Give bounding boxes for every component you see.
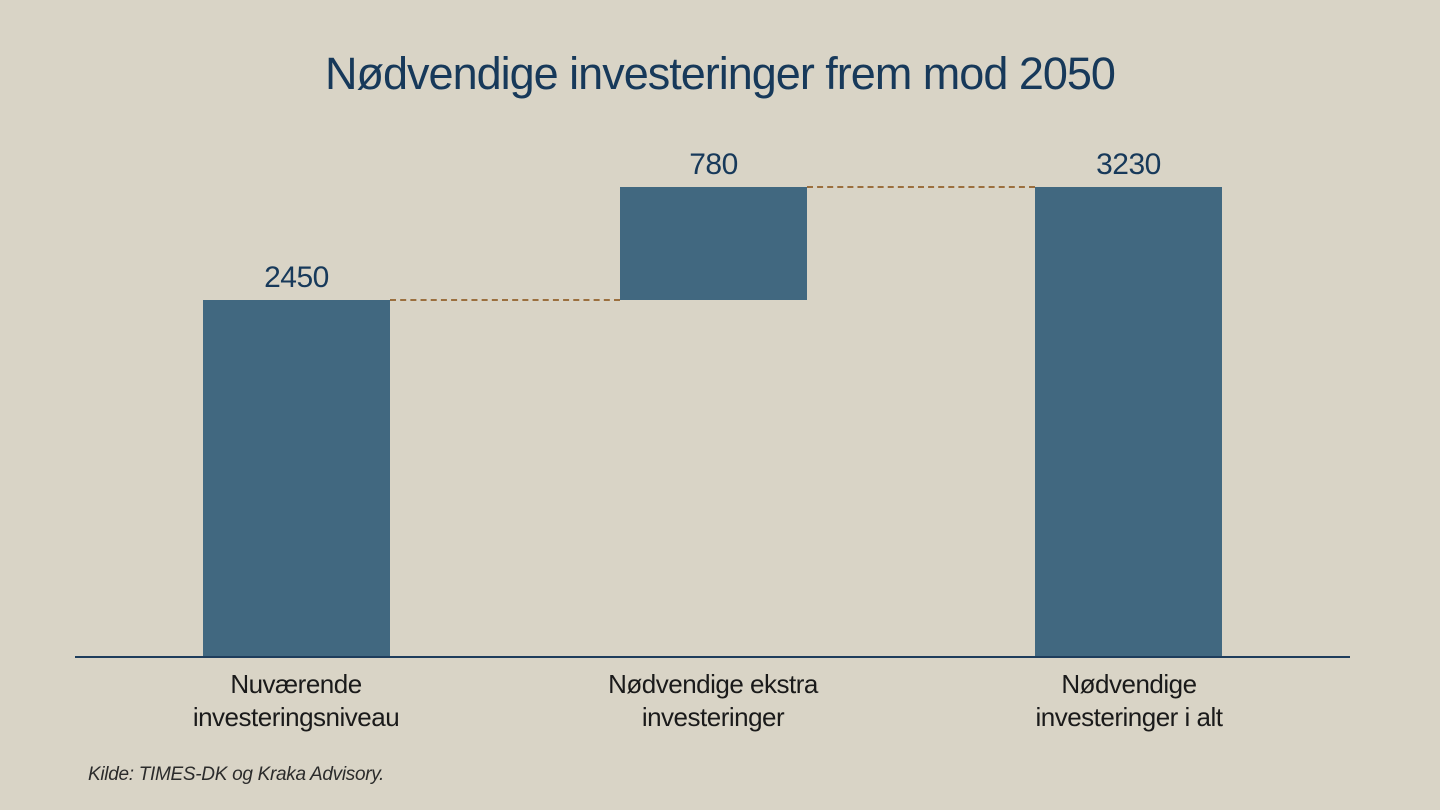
category-label-current-level: Nuværende investeringsniveau [136,668,456,734]
bar-necessary-extra-investments [620,187,807,300]
bar-total-necessary-investments [1035,187,1222,656]
category-line-1: Nødvendige ekstra [608,669,818,699]
chart-title: Nødvendige investeringer frem mod 2050 [325,48,1116,99]
category-label-extra-investments: Nødvendige ekstra investeringer [553,668,873,734]
value-label-total-investments: 3230 [1096,148,1161,181]
value-label-current-level: 2450 [264,261,329,294]
waterfall-connector-3230-level [807,186,1035,188]
x-axis-baseline [75,656,1350,658]
category-line-1: Nuværende [230,669,362,699]
waterfall-connector-2450-level [390,299,620,301]
category-line-2: investeringer i alt [1035,702,1223,732]
value-label-extra-investments: 780 [689,148,738,181]
category-line-2: investeringer [641,702,785,732]
category-label-total-investments: Nødvendige investeringer i alt [969,668,1289,734]
source-note: Kilde: TIMES-DK og Kraka Advisory. [88,764,385,785]
category-line-2: investeringsniveau [192,702,400,732]
bar-current-investment-level [203,300,390,656]
category-line-1: Nødvendige [1061,669,1197,699]
